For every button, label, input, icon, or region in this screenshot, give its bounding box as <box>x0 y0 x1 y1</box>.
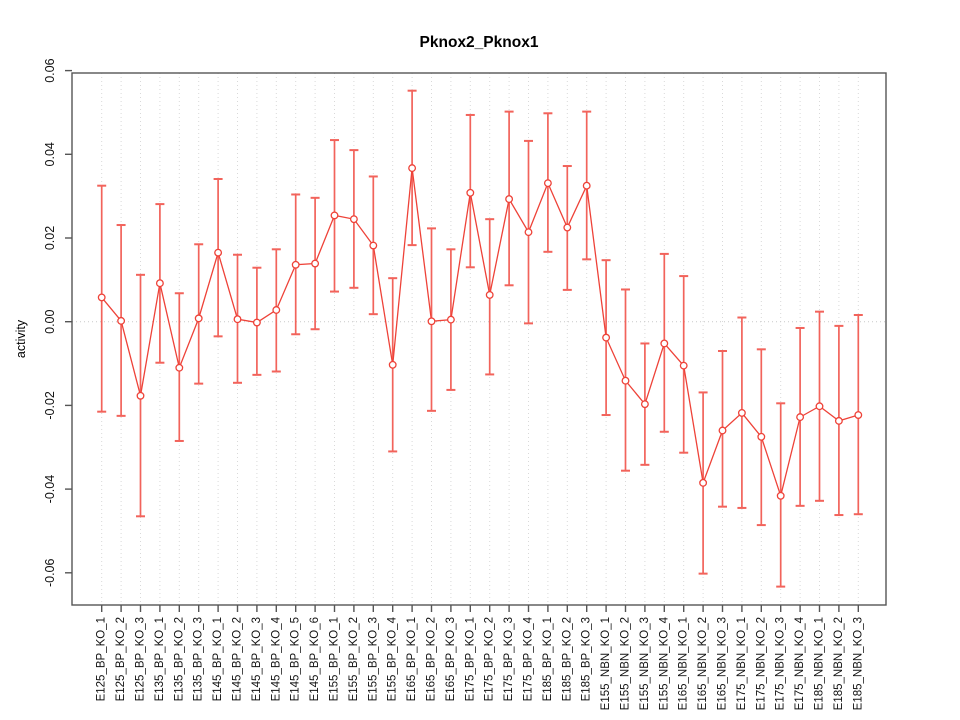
data-point-marker <box>796 413 805 422</box>
data-point-marker <box>543 179 552 188</box>
x-tick-label: E155_NBN_KO_3 <box>639 617 651 710</box>
data-point-marker <box>175 363 184 372</box>
x-tick-label: E165_BP_KO_3 <box>445 617 457 701</box>
x-tick-label: E185_NBN_KO_3 <box>852 617 864 710</box>
x-tick-label: E155_BP_KO_1 <box>329 617 341 701</box>
x-tick-label: E155_NBN_KO_1 <box>600 617 612 710</box>
axis-layer: 0.06 0.04 0.02 0.00 -0.02 -0.04 -0.06 E125_BP_K… <box>43 58 887 710</box>
data-point-marker <box>660 339 669 348</box>
x-tick-label: E165_BP_KO_2 <box>426 617 438 701</box>
x-tick-label: E145_BP_KO_1 <box>212 617 224 701</box>
series-line <box>101 168 859 499</box>
x-tick-label: E145_BP_KO_6 <box>309 617 321 701</box>
data-point-marker <box>505 195 514 204</box>
data-point-marker <box>466 188 475 197</box>
data-point-marker <box>563 223 572 232</box>
plot-border <box>71 72 887 606</box>
y-axis-label: activity <box>14 319 28 358</box>
data-point-marker <box>815 402 824 411</box>
data-point-marker <box>117 316 126 325</box>
y-tick-label: -0.02 <box>43 391 57 420</box>
data-point-marker <box>757 432 766 441</box>
x-tick-label: E135_BP_KO_2 <box>173 617 185 701</box>
x-tick-label: E165_NBN_KO_3 <box>717 617 729 710</box>
data-point-marker <box>233 315 242 324</box>
data-point-marker <box>582 181 591 190</box>
x-tick-label: E155_BP_KO_3 <box>367 617 379 701</box>
x-tick-label: E125_BP_KO_2 <box>115 617 127 701</box>
y-tick-label: -0.06 <box>43 559 57 588</box>
data-point-marker <box>621 376 630 385</box>
x-tick-label: E185_BP_KO_3 <box>581 617 593 701</box>
x-tick-label: E135_BP_KO_1 <box>154 617 166 701</box>
data-point-marker <box>330 211 339 220</box>
x-tick-label: E175_NBN_KO_2 <box>755 617 767 710</box>
x-tick-label: E175_NBN_KO_4 <box>794 616 806 710</box>
data-point-marker <box>485 290 494 299</box>
y-tick-label: 0.04 <box>43 142 57 166</box>
x-tick-label: E185_BP_KO_1 <box>542 617 554 701</box>
y-tick-label: -0.04 <box>43 475 57 504</box>
data-point-marker <box>718 426 727 435</box>
x-tick-label: E175_NBN_KO_3 <box>775 617 787 710</box>
y-tick-label: 0.06 <box>43 58 57 82</box>
data-point-marker <box>388 360 397 369</box>
x-tick-label: E145_BP_KO_4 <box>270 616 282 701</box>
data-point-marker <box>679 361 688 370</box>
data-point-marker <box>699 478 708 487</box>
x-tick-label: E185_BP_KO_2 <box>561 617 573 701</box>
x-tick-label: E185_NBN_KO_1 <box>814 617 826 710</box>
data-point-marker <box>834 416 843 425</box>
data-point-marker <box>776 491 785 500</box>
error-bar <box>213 177 223 338</box>
data-point-marker <box>369 241 378 250</box>
data-point-marker <box>602 333 611 342</box>
x-tick-label: E175_BP_KO_4 <box>523 616 535 701</box>
data-point-marker <box>524 228 533 237</box>
data-point-marker <box>252 318 261 327</box>
data-point-marker <box>854 411 863 419</box>
data-point-marker <box>291 260 300 269</box>
x-tick-label: E135_BP_KO_3 <box>193 617 205 701</box>
x-tick-label: E125_BP_KO_3 <box>135 617 147 701</box>
data-point-marker <box>737 408 746 417</box>
data-point-marker <box>640 400 649 409</box>
x-tick-label: E175_BP_KO_2 <box>484 617 496 701</box>
x-tick-label: E155_NBN_KO_4 <box>658 616 670 710</box>
x-tick-label: E145_BP_KO_2 <box>232 617 244 701</box>
x-tick-label: E155_NBN_KO_2 <box>620 617 632 710</box>
errorbar-layer <box>97 89 863 588</box>
series-line-layer <box>101 168 859 499</box>
x-tick-label: E165_NBN_KO_2 <box>697 617 709 710</box>
x-tick-label: E125_BP_KO_1 <box>96 617 108 701</box>
x-tick-label: E165_BP_KO_1 <box>406 617 418 701</box>
marker-layer <box>97 164 863 500</box>
chart-title: Pknox2_Pknox1 <box>420 34 539 51</box>
data-point-marker <box>349 215 358 224</box>
data-point-marker <box>311 259 320 268</box>
error-bar <box>194 243 204 385</box>
x-tick-label: E145_BP_KO_5 <box>290 617 302 701</box>
y-tick-label: 0.02 <box>43 226 57 250</box>
data-point-marker <box>446 315 455 324</box>
data-point-marker <box>155 279 164 288</box>
y-tick-label: 0.00 <box>43 309 57 333</box>
data-point-marker <box>214 248 223 257</box>
data-point-marker <box>408 164 417 173</box>
data-point-marker <box>194 314 203 323</box>
data-point-marker <box>136 391 145 400</box>
x-tick-label: E175_NBN_KO_1 <box>736 617 748 710</box>
x-tick-label: E175_BP_KO_3 <box>503 617 515 701</box>
data-point-marker <box>427 317 436 326</box>
data-point-marker <box>97 293 106 302</box>
x-tick-label: E155_BP_KO_2 <box>348 617 360 701</box>
x-tick-label: E175_BP_KO_1 <box>464 617 476 701</box>
x-tick-label: E155_BP_KO_4 <box>387 616 399 701</box>
x-tick-label: E185_NBN_KO_2 <box>833 617 845 710</box>
x-tick-label: E165_NBN_KO_1 <box>678 617 690 710</box>
x-tick-label: E145_BP_KO_3 <box>251 617 263 701</box>
data-point-marker <box>272 306 281 314</box>
